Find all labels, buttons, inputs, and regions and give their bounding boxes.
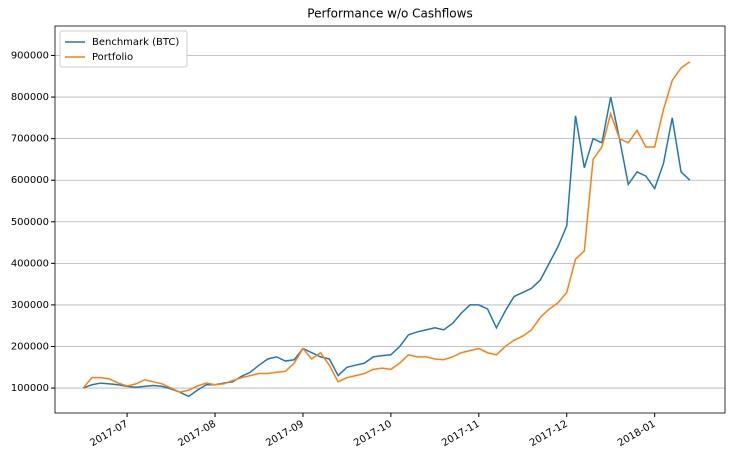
line	[82, 96, 691, 398]
legend-label: Benchmark (BTC)	[92, 37, 179, 48]
y-tick-label: 200000	[11, 341, 49, 352]
y-tick-label: 600000	[11, 175, 49, 186]
y-tick-label: 400000	[11, 258, 49, 269]
legend-label: Portfolio	[92, 52, 133, 63]
y-tick-label: 300000	[11, 300, 49, 311]
y-tick-label: 100000	[11, 383, 49, 394]
line	[82, 61, 691, 394]
plot-frame	[54, 25, 726, 414]
legend-box	[59, 30, 188, 68]
chart-title: Performance w/o Cashflows	[307, 7, 472, 21]
y-tick-label: 800000	[11, 92, 49, 103]
y-tick-label: 500000	[11, 217, 49, 228]
y-tick-label: 700000	[11, 134, 49, 145]
y-tick-label: 900000	[11, 51, 49, 62]
